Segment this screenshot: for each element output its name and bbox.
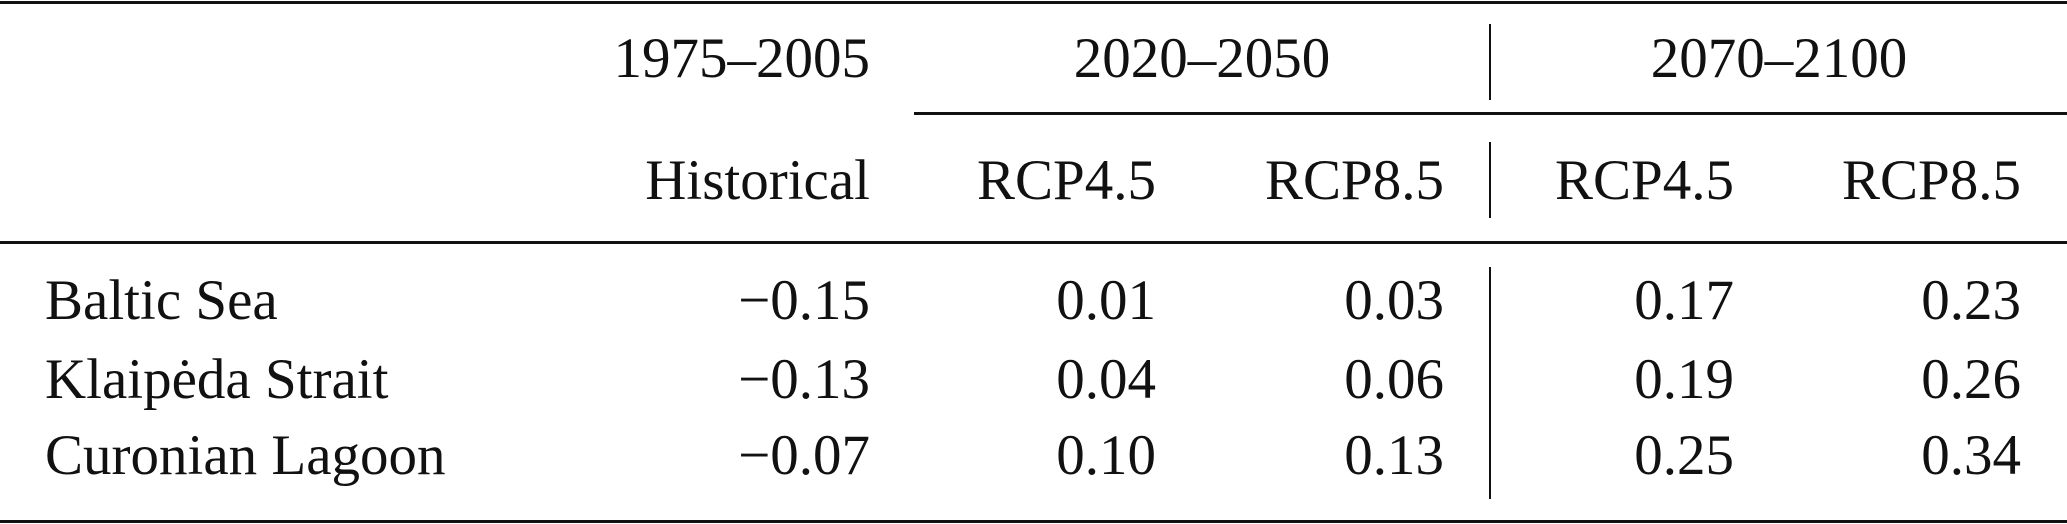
scenario-header: RCP8.5 — [1842, 149, 2021, 212]
table-cell: 0.34 — [1921, 424, 2021, 487]
table-cell: 0.10 — [1056, 424, 1156, 487]
column-divider — [1489, 267, 1491, 499]
period-header: 1975–2005 — [613, 27, 871, 90]
table-cell: 0.23 — [1921, 269, 2021, 332]
scenario-header: Historical — [645, 149, 870, 212]
bottom-rule — [0, 520, 2067, 523]
scenario-header: RCP8.5 — [1265, 149, 1444, 212]
column-divider — [1489, 142, 1491, 218]
period-subrule — [914, 112, 2067, 115]
table-cell: 0.13 — [1344, 424, 1444, 487]
table-cell: 0.06 — [1344, 348, 1444, 411]
period-header: 2070–2100 — [1650, 27, 1908, 90]
table-cell: 0.01 — [1056, 269, 1156, 332]
table-cell: 0.17 — [1634, 269, 1734, 332]
period-header: 2020–2050 — [1073, 27, 1331, 90]
row-label: Curonian Lagoon — [45, 424, 446, 487]
table-cell: 0.25 — [1634, 424, 1734, 487]
header-rule — [0, 241, 2067, 244]
scenario-header: RCP4.5 — [977, 149, 1156, 212]
table-cell: 0.04 — [1056, 348, 1156, 411]
column-divider — [1489, 24, 1491, 100]
top-rule — [0, 1, 2067, 4]
table-cell: −0.15 — [738, 269, 870, 332]
table-cell: 0.03 — [1344, 269, 1444, 332]
table-cell: 0.19 — [1634, 348, 1734, 411]
row-label: Baltic Sea — [45, 269, 278, 332]
table-cell: 0.26 — [1921, 348, 2021, 411]
table-cell: −0.07 — [738, 424, 870, 487]
table-cell: −0.13 — [738, 348, 870, 411]
scenario-header: RCP4.5 — [1555, 149, 1734, 212]
row-label: Klaipėda Strait — [45, 348, 389, 411]
